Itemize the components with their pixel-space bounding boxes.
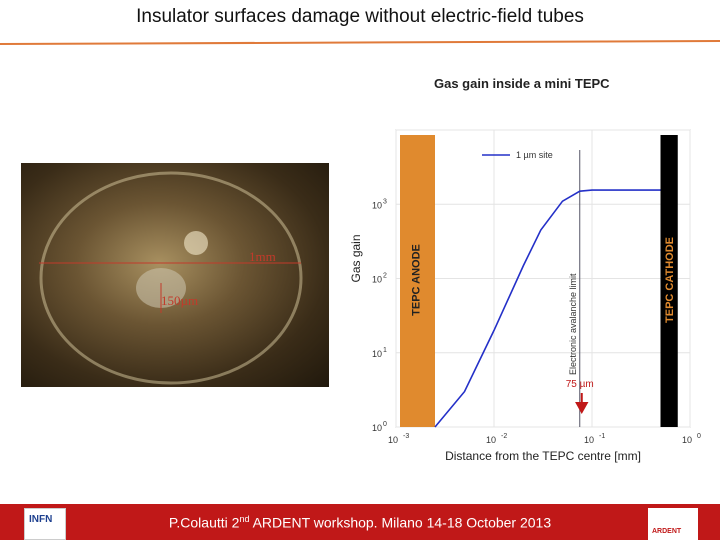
y-tick-label: 10 <box>372 423 382 433</box>
photo-scale-label-1mm: 1mm <box>249 249 276 264</box>
cathode-region <box>660 135 678 427</box>
microscope-photo: 1mm 150µm <box>21 163 329 387</box>
photo-scale-label-150um: 150µm <box>161 293 199 308</box>
y-tick-exponent: 3 <box>383 198 387 205</box>
y-tick-exponent: 0 <box>383 421 387 428</box>
title-underline <box>0 40 720 45</box>
y-tick-label: 10 <box>372 275 382 285</box>
gas-gain-chart: TEPC ANODE TEPC CATHODE Electronic avala… <box>349 129 701 463</box>
anode-region <box>400 135 435 427</box>
y-tick-label: 10 <box>372 349 382 359</box>
x-axis-label: Distance from the TEPC centre [mm] <box>445 449 641 463</box>
x-tick-exponent: -2 <box>501 433 507 440</box>
y-tick-label: 10 <box>372 200 382 210</box>
footer-bar <box>0 504 720 540</box>
annotation-75um: 75 µm <box>566 379 594 390</box>
footer-text: P.Colautti 2nd ARDENT workshop. Milano 1… <box>168 514 552 531</box>
red-arrow-icon <box>575 393 589 415</box>
x-tick-exponent: -3 <box>403 433 409 440</box>
anode-region-label: TEPC ANODE <box>410 244 422 316</box>
legend-entry: 1 µm site <box>516 150 553 160</box>
series-line-1um-site <box>434 189 661 428</box>
chart-title: Gas gain inside a mini TEPC <box>434 76 610 91</box>
y-tick-exponent: 2 <box>383 273 387 280</box>
cathode-region-label: TEPC CATHODE <box>664 237 676 323</box>
infn-logo: INFN <box>24 508 66 540</box>
x-tick-label: 10 <box>682 435 692 445</box>
x-tick-label: 10 <box>388 435 398 445</box>
x-tick-label: 10 <box>486 435 496 445</box>
y-axis-label: Gas gain <box>349 234 363 282</box>
avalanche-limit-label: Electronic avalanche limit <box>568 273 578 375</box>
x-tick-exponent: -1 <box>599 433 605 440</box>
x-tick-label: 10 <box>584 435 594 445</box>
ardent-logo: ARDENT <box>648 508 698 540</box>
y-tick-exponent: 1 <box>383 347 387 354</box>
slide-title: Insulator surfaces damage without electr… <box>136 6 584 27</box>
x-tick-exponent: 0 <box>697 433 701 440</box>
